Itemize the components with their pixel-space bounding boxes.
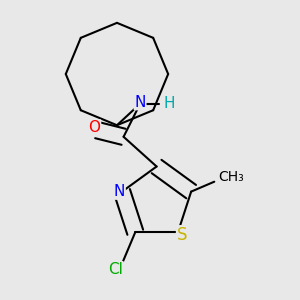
Text: H: H [163, 96, 175, 111]
Text: S: S [177, 226, 187, 244]
Text: N: N [114, 184, 125, 199]
Text: O: O [88, 120, 101, 135]
Text: CH₃: CH₃ [219, 170, 244, 184]
Text: N: N [134, 94, 146, 110]
Text: Cl: Cl [108, 262, 123, 277]
